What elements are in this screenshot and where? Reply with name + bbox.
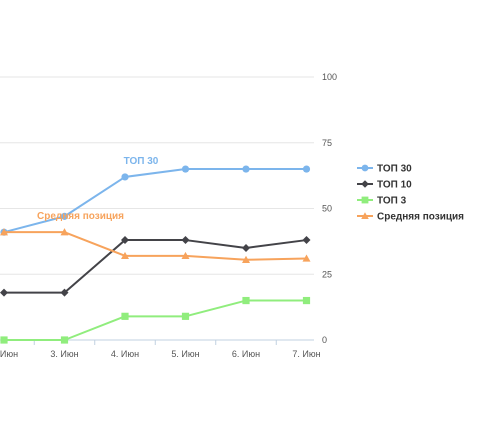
data-point: [0, 336, 8, 344]
y-tick-label: 100: [322, 72, 337, 82]
legend-item[interactable]: ТОП 3: [357, 196, 407, 207]
legend-item[interactable]: Средняя позиция: [357, 212, 464, 223]
x-tick-label: 2. Июн: [0, 349, 18, 359]
legend-marker: [361, 180, 369, 188]
data-point: [121, 251, 129, 260]
data-point: [181, 251, 190, 260]
y-tick-label: 75: [322, 138, 332, 148]
x-tick-label: 5. Июн: [171, 349, 199, 359]
y-tick-label: 0: [322, 335, 327, 345]
data-point: [302, 165, 311, 173]
series-group: [0, 165, 311, 344]
x-tick-label: 7. Июн: [292, 349, 320, 359]
y-tick-label: 50: [322, 204, 332, 214]
x-axis: 2. Июн 3. Июн 4. Июн 5. Июн 6. Июн 7. Июн: [0, 340, 321, 359]
data-point: [242, 165, 250, 173]
data-point: [60, 212, 69, 220]
series-line: [4, 239, 307, 294]
data-point: [242, 243, 250, 252]
data-point: [121, 236, 129, 245]
data-point: [0, 288, 8, 297]
data-point: [302, 236, 311, 245]
legend-label: ТОП 10: [377, 180, 412, 191]
series-4: [0, 228, 311, 263]
data-point: [60, 288, 69, 297]
series-line: [4, 299, 307, 341]
data-point: [181, 165, 190, 173]
legend-marker: [361, 164, 369, 172]
data-point: [121, 312, 129, 320]
legend-label: Средняя позиция: [377, 212, 464, 223]
legend-label: ТОП 3: [377, 196, 407, 207]
legend-label: ТОП 30: [377, 164, 412, 175]
series-line: [4, 231, 307, 261]
data-point: [242, 296, 250, 305]
legend-item[interactable]: ТОП 30: [357, 164, 412, 175]
data-point: [0, 228, 8, 236]
legend-marker: [361, 196, 369, 204]
y-axis: 0 25 50 75 100: [322, 72, 337, 345]
series-line: [3, 168, 307, 234]
legend[interactable]: ТОП 30 ТОП 10 ТОП 3 Средняя позиция: [357, 164, 464, 223]
annotations: ТОП 30 Средняя позиция: [37, 156, 159, 222]
data-point: [302, 254, 311, 262]
annotation-label: Средняя позиция: [37, 211, 124, 222]
x-tick-label: 6. Июн: [232, 349, 260, 359]
data-point: [121, 173, 129, 181]
data-point: [181, 236, 190, 245]
x-tick-label: 3. Июн: [50, 349, 78, 359]
data-point: [181, 312, 190, 320]
legend-marker: [361, 212, 369, 219]
series-2: [0, 236, 311, 297]
y-tick-label: 25: [322, 269, 332, 279]
series-3: [0, 296, 311, 344]
annotation-label: ТОП 30: [124, 156, 159, 167]
data-point: [60, 228, 69, 236]
series-1: [0, 165, 311, 236]
grid: [0, 76, 314, 341]
x-tick-label: 4. Июн: [111, 349, 139, 359]
data-point: [302, 296, 311, 305]
legend-item[interactable]: ТОП 10: [357, 180, 412, 191]
data-point: [242, 255, 250, 263]
data-point: [60, 336, 69, 344]
